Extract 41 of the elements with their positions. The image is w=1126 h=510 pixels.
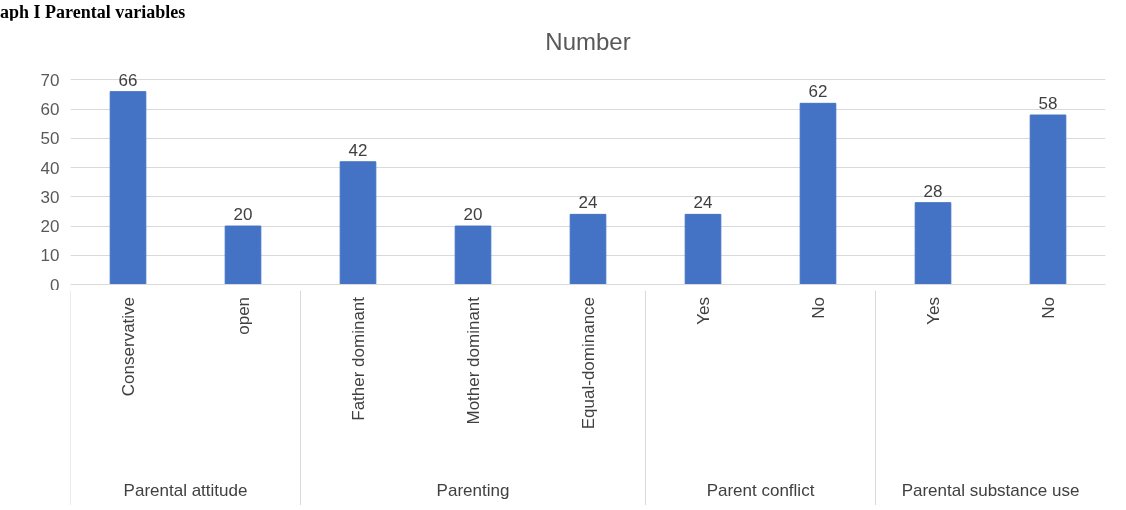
data-label: 24	[693, 193, 713, 213]
bar	[224, 225, 262, 285]
data-label: 20	[463, 205, 483, 225]
y-tick-label: 0	[50, 275, 60, 295]
bar	[569, 213, 607, 285]
x-tick-label: Conservative	[118, 296, 138, 397]
chart-title: Number	[545, 27, 631, 55]
bar	[914, 202, 952, 285]
bar	[1029, 114, 1067, 285]
x-tick-label: Equal-dominance	[578, 296, 598, 430]
y-tick-label: 70	[40, 70, 60, 90]
data-label: 20	[233, 205, 253, 225]
x-tick-label: No	[808, 296, 828, 319]
x-tick-label: Yes	[923, 296, 943, 325]
data-label: 42	[348, 140, 368, 160]
bar	[109, 91, 147, 285]
bar	[339, 161, 377, 285]
x-tick-label: Father dominant	[348, 296, 368, 421]
y-tick-label: 60	[40, 100, 60, 120]
y-tick-label: 20	[40, 217, 60, 237]
data-label: 58	[1038, 94, 1058, 114]
bar	[684, 213, 722, 285]
y-tick-label: 50	[40, 129, 60, 149]
data-label: 24	[578, 193, 598, 213]
text: Parental attitude	[123, 480, 248, 500]
y-tick-label: 10	[40, 246, 60, 266]
text: Parent conflict	[706, 480, 815, 500]
data-label: 66	[118, 70, 138, 90]
bar	[454, 225, 492, 285]
bar	[799, 102, 837, 285]
text: Parental substance use	[901, 480, 1080, 500]
x-tick-label: Yes	[693, 296, 713, 325]
x-tick-label: open	[233, 296, 253, 335]
text: aph I Parental variables	[0, 1, 186, 24]
x-tick-label: Mother dominant	[463, 296, 483, 425]
data-label: 62	[808, 82, 828, 102]
y-tick-label: 40	[40, 158, 60, 178]
x-tick-label: No	[1038, 296, 1058, 319]
text: Parenting	[436, 480, 510, 500]
y-tick-label: 30	[40, 187, 60, 207]
data-label: 28	[923, 181, 943, 201]
